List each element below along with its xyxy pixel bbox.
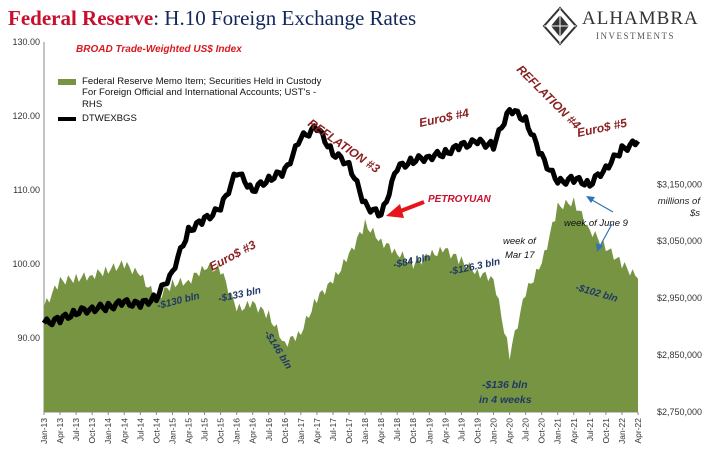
right-axis: $2,750,000 $2,850,000 $2,950,000 $3,050,000… [657, 179, 702, 417]
annotation-label: -$136 bln [482, 379, 528, 391]
legend: Federal Reserve Memo Item; Securities He… [56, 76, 326, 125]
x-tick-label: Jul-17 [328, 418, 338, 441]
dtwexbgs-line [41, 107, 641, 328]
legend-label-line: DTWEXBGS [82, 113, 137, 125]
x-tick-label: Oct-17 [344, 418, 354, 444]
x-tick-label: Jul-16 [264, 418, 274, 441]
left-tick-label: 90.00 [17, 333, 40, 343]
annotation-label: week of [503, 236, 537, 247]
x-tick-label: Apr-17 [312, 418, 322, 444]
x-tick-label: Apr-22 [633, 418, 643, 444]
x-tick-label: Jan-14 [103, 418, 113, 444]
chart-subtitle: BROAD Trade-Weighted US$ Index [76, 44, 242, 55]
title-rest: : H.10 Foreign Exchange Rates [153, 6, 417, 30]
right-axis-units: millions of $s [657, 196, 700, 219]
x-tick-label: Jul-13 [71, 418, 81, 441]
left-tick-label: 130.00 [12, 37, 40, 47]
title-accent: Federal Reserve [8, 6, 154, 30]
x-tick-label: Apr-20 [505, 418, 515, 444]
x-tick-label: Apr-18 [376, 418, 386, 444]
x-tick-label: Oct-15 [216, 418, 226, 444]
annotation-label: week of June 9 [564, 218, 629, 229]
alhambra-logo-icon [542, 6, 578, 46]
x-tick-label: Jan-18 [360, 418, 370, 444]
x-tick-label: Oct-20 [537, 418, 547, 444]
x-tick-label: Jan-15 [167, 418, 177, 444]
logo-sub: INVESTMENTS [596, 31, 675, 41]
x-tick-label: Apr-21 [569, 418, 579, 444]
legend-swatch-area [58, 79, 76, 85]
x-tick-label: Apr-16 [248, 418, 258, 444]
x-tick-label: Jan-19 [424, 418, 434, 444]
week-june9-arrow [586, 196, 614, 213]
left-tick-label: 110.00 [13, 185, 40, 195]
annotation-label: Euro$ #4 [418, 106, 471, 130]
x-tick-label: Jul-15 [200, 418, 210, 441]
right-tick-label: $3,150,000 [657, 179, 702, 189]
x-tick-label: Oct-13 [87, 418, 97, 444]
x-tick-label: Jan-17 [296, 418, 306, 444]
right-tick-label: $2,950,000 [657, 293, 702, 303]
x-tick-label: Jan-20 [489, 418, 499, 444]
annotation-label: REFLATION #3 [305, 116, 382, 176]
legend-swatch-line [58, 117, 76, 122]
x-tick-label: Jul-19 [456, 418, 466, 441]
x-tick-label: Apr-13 [55, 418, 65, 444]
logo-name: ALHAMBRA [582, 8, 699, 29]
annotation-label: PETROYUAN [428, 194, 492, 205]
petroyuan-arrow [386, 200, 425, 218]
left-tick-label: 100.00 [12, 259, 40, 269]
x-tick-label: Jul-20 [521, 418, 531, 441]
right-tick-label: $2,750,000 [657, 407, 702, 417]
x-tick-label: Jan-22 [617, 418, 627, 444]
x-tick-label: Jul-21 [585, 418, 595, 441]
annotation-label: in 4 weeks [479, 394, 532, 406]
alhambra-logo: ALHAMBRA INVESTMENTS [540, 4, 700, 48]
right-tick-label: $3,050,000 [657, 236, 702, 246]
x-axis: Jan-13 Apr-13 Jul-13 Oct-13 Jan-14 Apr-14 Jul-… [39, 412, 643, 444]
annotation-label: Euro$ #3 [207, 237, 259, 273]
x-tick-label: Jan-21 [553, 418, 563, 444]
x-tick-label: Oct-18 [408, 418, 418, 444]
x-tick-label: Apr-15 [183, 418, 193, 444]
annotation-label: Mar 17 [505, 250, 535, 261]
x-tick-label: Jan-16 [232, 418, 242, 444]
x-tick-label: Jul-14 [135, 418, 145, 441]
x-tick-label: Jul-18 [392, 418, 402, 441]
x-tick-label: Oct-19 [472, 418, 482, 444]
legend-item-line: DTWEXBGS [56, 113, 326, 124]
left-tick-label: 120.00 [12, 111, 40, 121]
week-mar17-arrow [596, 223, 613, 252]
x-tick-label: Jan-13 [39, 418, 49, 444]
legend-item-area: Federal Reserve Memo Item; Securities He… [56, 76, 326, 110]
x-tick-label: Oct-14 [151, 418, 161, 444]
custody-holdings-area [44, 197, 638, 412]
x-tick-label: Oct-21 [601, 418, 611, 444]
right-tick-label: $2,850,000 [657, 350, 702, 360]
x-tick-label: Oct-16 [280, 418, 290, 444]
chart-title: Federal Reserve: H.10 Foreign Exchange R… [8, 6, 416, 31]
x-tick-label: Apr-19 [440, 418, 450, 444]
legend-label-area: Federal Reserve Memo Item; Securities He… [82, 76, 322, 110]
annotation-label: Euro$ #5 [576, 116, 629, 140]
x-tick-label: Apr-14 [119, 418, 129, 444]
